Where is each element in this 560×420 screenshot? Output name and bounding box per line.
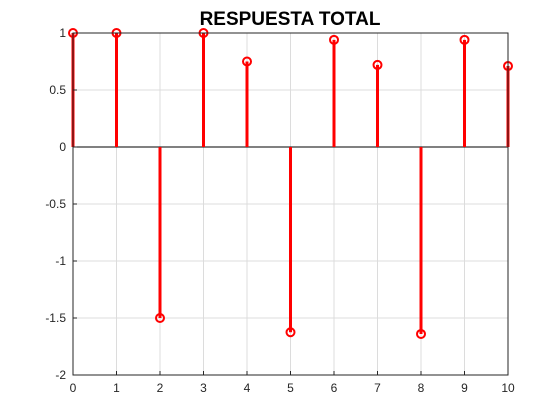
y-tick-label: 0 [59,140,66,154]
x-tick-label: 2 [157,381,164,395]
x-tick-label: 10 [501,381,515,395]
stem-marker [459,34,470,45]
x-tick-label: 4 [244,381,251,395]
x-tick-label: 3 [200,381,207,395]
x-tick-label: 7 [374,381,381,395]
x-tick-label: 6 [331,381,338,395]
y-tick-label: -2 [55,368,66,382]
y-tick-label: 0.5 [49,83,66,97]
x-axis-ticks: 0 1 2 3 4 5 6 7 8 9 10 [70,371,515,395]
y-tick-label: 1 [59,26,66,40]
x-tick-label: 9 [461,381,468,395]
y-axis-ticks: 1 0.5 0 -0.5 -1 -1.5 -2 [45,26,77,382]
stem-marker [416,328,426,339]
x-tick-label: 8 [418,381,425,395]
stem-marker [155,313,165,323]
chart-title: RESPUESTA TOTAL [200,9,381,30]
stem-marker [372,59,383,70]
y-tick-label: -1 [55,254,66,268]
stem-marker [285,327,296,338]
x-tick-label: 0 [70,381,77,395]
y-tick-label: -1.5 [45,311,66,325]
x-tick-label: 1 [113,381,120,395]
x-tick-label: 5 [287,381,294,395]
stem-marker [329,34,339,45]
stem-marker [242,56,252,67]
y-tick-label: -0.5 [45,197,66,211]
